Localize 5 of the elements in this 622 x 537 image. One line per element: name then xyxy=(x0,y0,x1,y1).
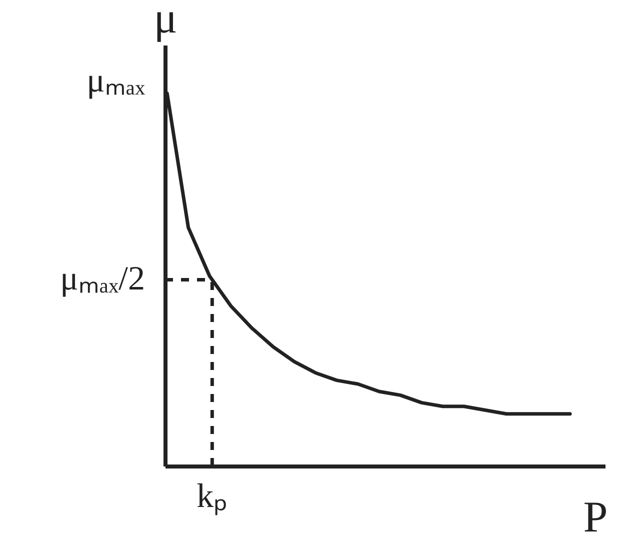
ref-line-label: μₘₐₓ/2 xyxy=(60,260,145,298)
y-axis-title: μ xyxy=(154,0,178,42)
x-axis-title: P xyxy=(583,492,608,537)
text: μₘₐₓ xyxy=(86,62,146,100)
text: kₚ xyxy=(196,478,228,516)
